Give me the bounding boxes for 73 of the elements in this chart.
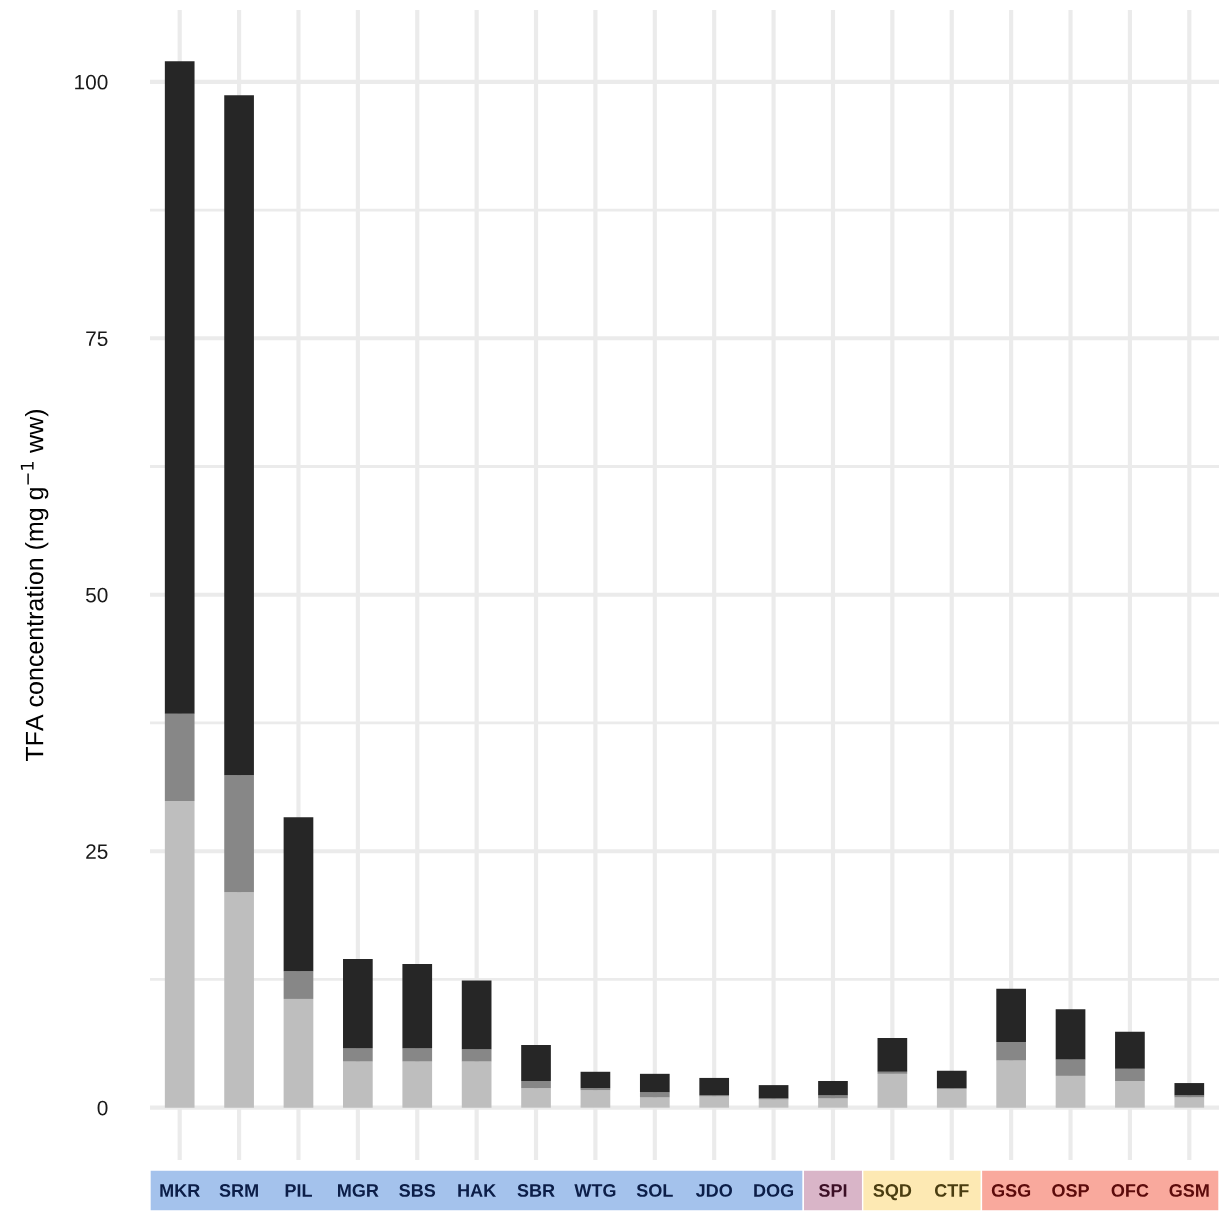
bar bbox=[521, 1081, 551, 1089]
bar bbox=[639, 1073, 670, 1093]
bar bbox=[461, 980, 492, 1050]
x-tick-label: OSP bbox=[1052, 1184, 1089, 1197]
x-tick-label: PIL bbox=[285, 1184, 312, 1197]
bar bbox=[996, 1042, 1026, 1061]
bar bbox=[936, 1070, 967, 1089]
x-tick-label: SPI bbox=[818, 1184, 847, 1197]
bar bbox=[343, 958, 373, 1049]
bar bbox=[818, 1081, 848, 1096]
bar bbox=[402, 964, 433, 1049]
x-tick-label: SOL bbox=[636, 1184, 673, 1197]
bar bbox=[877, 1071, 908, 1074]
bar bbox=[877, 1073, 908, 1108]
y-tick-label: 100 bbox=[75, 74, 108, 90]
x-tick-label: GSG bbox=[991, 1184, 1031, 1197]
x-tick-label: HAK bbox=[458, 1184, 497, 1197]
x-tick-label: CTF bbox=[934, 1184, 969, 1197]
bar bbox=[936, 1089, 967, 1108]
bar bbox=[639, 1092, 670, 1098]
x-tick-label: MKR bbox=[160, 1184, 200, 1197]
bar bbox=[818, 1095, 848, 1099]
y-axis-title: TFA concentration (mg g$^{−1}$ ww) bbox=[20, 409, 49, 762]
y-tick-label: 0 bbox=[97, 1100, 108, 1116]
x-tick-label: SRM bbox=[219, 1184, 258, 1197]
bar bbox=[283, 998, 314, 1108]
x-tick-label: GSM bbox=[1169, 1184, 1209, 1197]
bar bbox=[343, 1048, 373, 1062]
bar bbox=[1055, 1009, 1086, 1060]
bar bbox=[1055, 1059, 1086, 1076]
bar bbox=[1055, 1075, 1086, 1108]
bar bbox=[996, 988, 1026, 1043]
bar bbox=[164, 713, 195, 801]
bar bbox=[402, 1061, 433, 1108]
x-tick-label: SBR bbox=[517, 1184, 555, 1197]
bar bbox=[580, 1071, 611, 1089]
bar bbox=[461, 1061, 492, 1108]
x-tick-label: MGR bbox=[338, 1184, 379, 1197]
bar bbox=[224, 775, 254, 893]
bar bbox=[402, 1048, 433, 1062]
bar bbox=[699, 1077, 730, 1096]
bar bbox=[283, 817, 314, 972]
bar bbox=[1115, 1081, 1145, 1108]
bar bbox=[521, 1088, 551, 1108]
bar bbox=[699, 1096, 730, 1108]
bar bbox=[818, 1098, 848, 1108]
bar bbox=[1115, 1068, 1145, 1082]
y-tick-label: 50 bbox=[86, 587, 108, 603]
bar bbox=[1115, 1031, 1145, 1069]
bar bbox=[1174, 1083, 1205, 1096]
bar bbox=[461, 1049, 492, 1062]
y-tick-label: 75 bbox=[86, 331, 108, 347]
bar bbox=[639, 1097, 670, 1108]
x-tick-label: OFC bbox=[1111, 1184, 1149, 1197]
bar bbox=[283, 971, 314, 999]
bar bbox=[1174, 1095, 1205, 1098]
bar bbox=[877, 1037, 908, 1072]
x-tick-label: WTG bbox=[574, 1184, 616, 1197]
bar bbox=[758, 1099, 789, 1108]
bar bbox=[1174, 1097, 1205, 1108]
bar bbox=[224, 892, 254, 1108]
x-tick-label: JDO bbox=[695, 1184, 732, 1197]
x-tick-label: SBS bbox=[399, 1184, 436, 1197]
bar bbox=[164, 800, 195, 1108]
y-tick-label: 25 bbox=[86, 844, 108, 859]
x-tick-label: SQD bbox=[873, 1184, 912, 1201]
bar bbox=[580, 1090, 611, 1108]
bar bbox=[758, 1085, 789, 1099]
bar bbox=[996, 1060, 1026, 1108]
bar bbox=[521, 1045, 551, 1082]
bar bbox=[580, 1088, 611, 1091]
bar bbox=[343, 1061, 373, 1108]
x-tick-label: DOG bbox=[754, 1184, 794, 1197]
